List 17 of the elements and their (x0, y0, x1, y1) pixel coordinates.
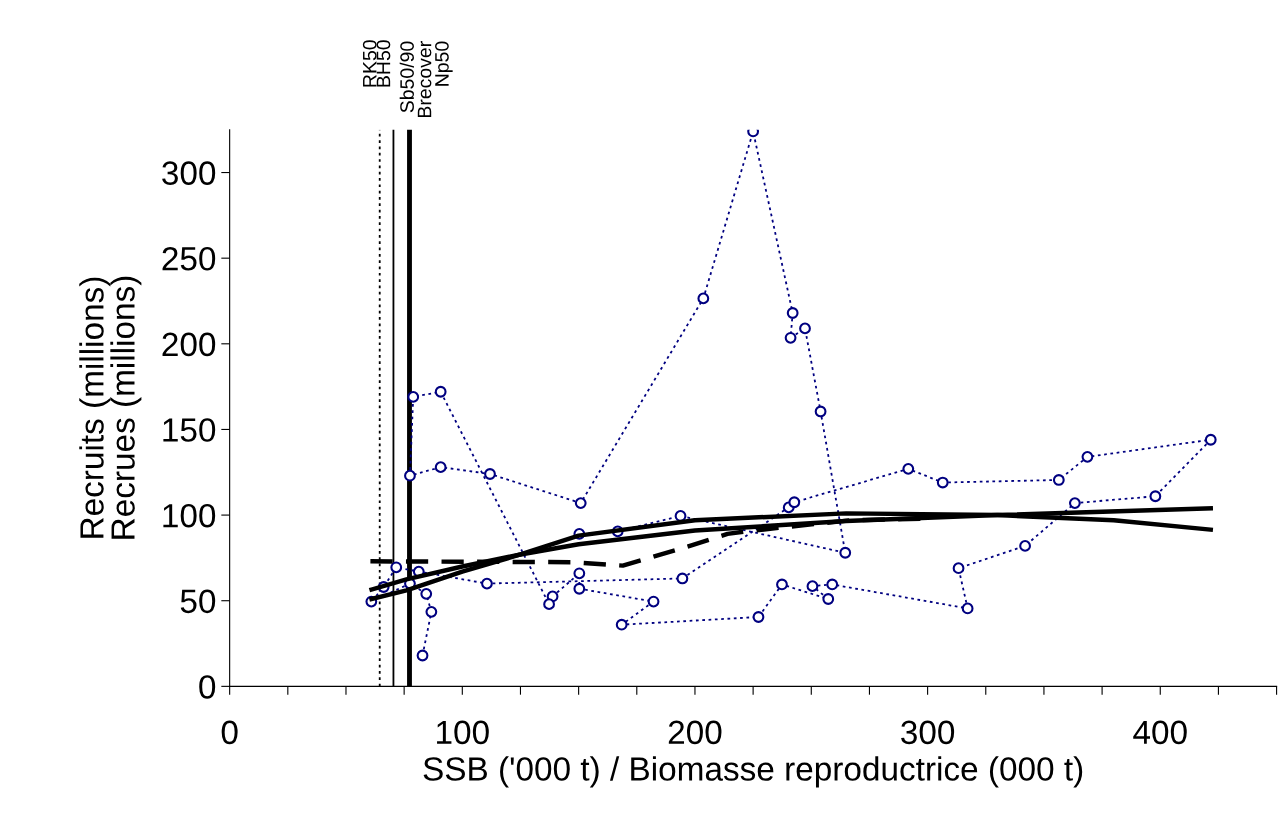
x-tick-label: 100 (437, 720, 489, 745)
x-axis-title: SSB ('000 t) / Biomasse reproductrice (000 t) (423, 756, 1083, 788)
x-tick-label: 300 (901, 720, 955, 745)
y-tick-label: 250 (162, 246, 216, 271)
x-tick-label: 0 (221, 720, 238, 745)
y-axis-title: Recruits (millions) Recrues (millions) (79, 276, 142, 539)
x-tick-label: 400 (1133, 720, 1187, 745)
y-tick-label: 300 (162, 161, 216, 185)
y-tick-label: 50 (180, 589, 216, 614)
y-tick-label: 100 (163, 503, 216, 528)
ref-line-label: BH50 (376, 40, 391, 87)
y-tick-label: 0 (199, 675, 216, 699)
ref-line-label: Sb50/90 Brecover Np50 (399, 41, 453, 118)
y-tick-label: 150 (163, 418, 216, 442)
x-tick-label: 200 (668, 720, 722, 745)
ref-line-label: RK50 (362, 40, 377, 87)
y-tick-label: 200 (162, 332, 216, 357)
